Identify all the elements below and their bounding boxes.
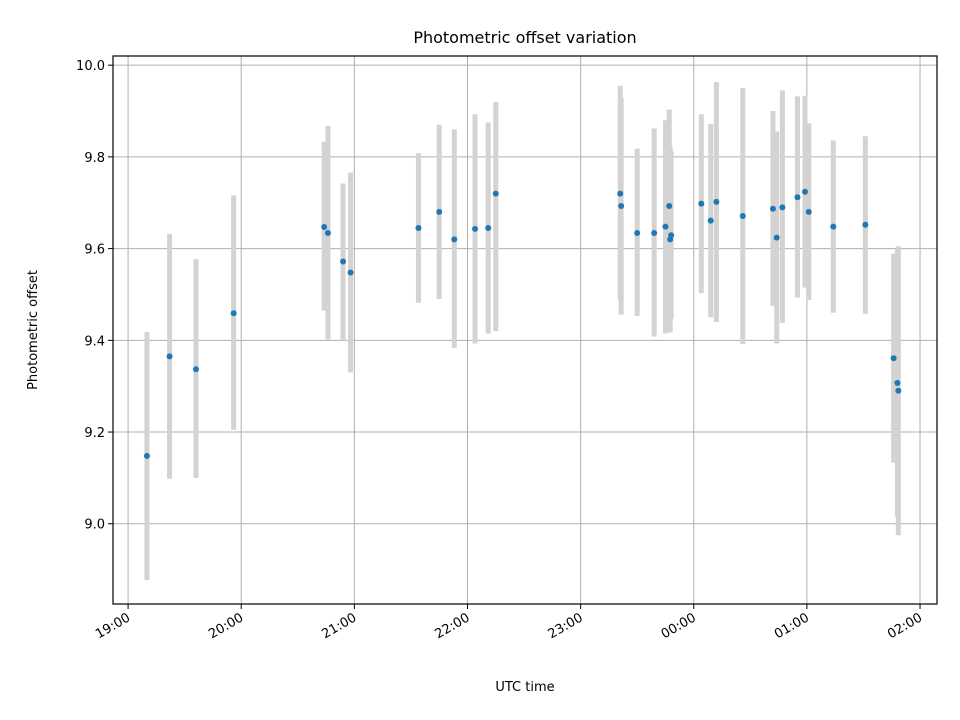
data-point xyxy=(890,355,897,362)
data-point xyxy=(192,366,199,373)
y-axis-ticks: 9.0 9.2 9.4 9.6 9.8 10.0 xyxy=(76,59,113,533)
data-point xyxy=(472,225,479,232)
data-point xyxy=(651,230,658,237)
data-point xyxy=(436,208,443,215)
data-point xyxy=(451,236,458,243)
data-point xyxy=(895,387,902,394)
x-tick-label: 01:00 xyxy=(772,610,812,642)
data-point xyxy=(166,353,173,360)
x-tick-label: 23:00 xyxy=(546,610,586,642)
data-point xyxy=(794,194,801,201)
data-point xyxy=(321,224,328,231)
data-point xyxy=(698,200,705,207)
data-point xyxy=(713,198,720,205)
y-tick-label: 9.2 xyxy=(84,426,105,441)
x-axis-ticks: 19:00 20:00 21:00 22:00 23:00 00:00 01:00 02:00 xyxy=(93,604,925,642)
data-point xyxy=(492,190,499,197)
data-point xyxy=(485,224,492,231)
data-point xyxy=(830,223,837,230)
data-point xyxy=(634,230,641,237)
data-point xyxy=(862,221,869,228)
x-tick-label: 21:00 xyxy=(319,610,359,642)
y-tick-label: 9.8 xyxy=(84,151,105,166)
y-tick-label: 9.0 xyxy=(84,518,105,533)
data-point xyxy=(347,269,354,276)
x-tick-label: 22:00 xyxy=(433,610,473,642)
y-tick-label: 10.0 xyxy=(76,59,105,74)
data-point xyxy=(668,232,675,239)
grid-lines xyxy=(113,56,937,604)
data-point xyxy=(143,452,150,459)
data-point xyxy=(779,204,786,211)
data-point xyxy=(230,310,237,317)
x-tick-label: 20:00 xyxy=(206,610,246,642)
data-point xyxy=(805,208,812,215)
data-point xyxy=(662,223,669,230)
x-tick-label: 02:00 xyxy=(885,610,925,642)
chart-title: Photometric offset variation xyxy=(413,28,636,47)
data-point xyxy=(773,234,780,241)
data-point xyxy=(340,258,347,265)
data-point xyxy=(894,379,901,386)
plot-frame xyxy=(112,55,938,605)
data-point xyxy=(415,224,422,231)
data-points xyxy=(143,188,902,459)
data-point xyxy=(324,230,331,237)
y-tick-label: 9.4 xyxy=(84,334,105,349)
x-tick-label: 19:00 xyxy=(93,610,133,642)
y-axis-label: Photometric offset xyxy=(26,270,41,390)
y-tick-label: 9.6 xyxy=(84,243,105,258)
data-point xyxy=(617,190,624,197)
data-point xyxy=(802,188,809,195)
data-point xyxy=(707,217,714,224)
x-tick-label: 00:00 xyxy=(659,610,699,642)
data-point xyxy=(739,213,746,220)
data-point xyxy=(618,202,625,209)
data-point xyxy=(666,202,673,209)
data-point xyxy=(769,205,776,212)
x-axis-label: UTC time xyxy=(495,680,554,695)
